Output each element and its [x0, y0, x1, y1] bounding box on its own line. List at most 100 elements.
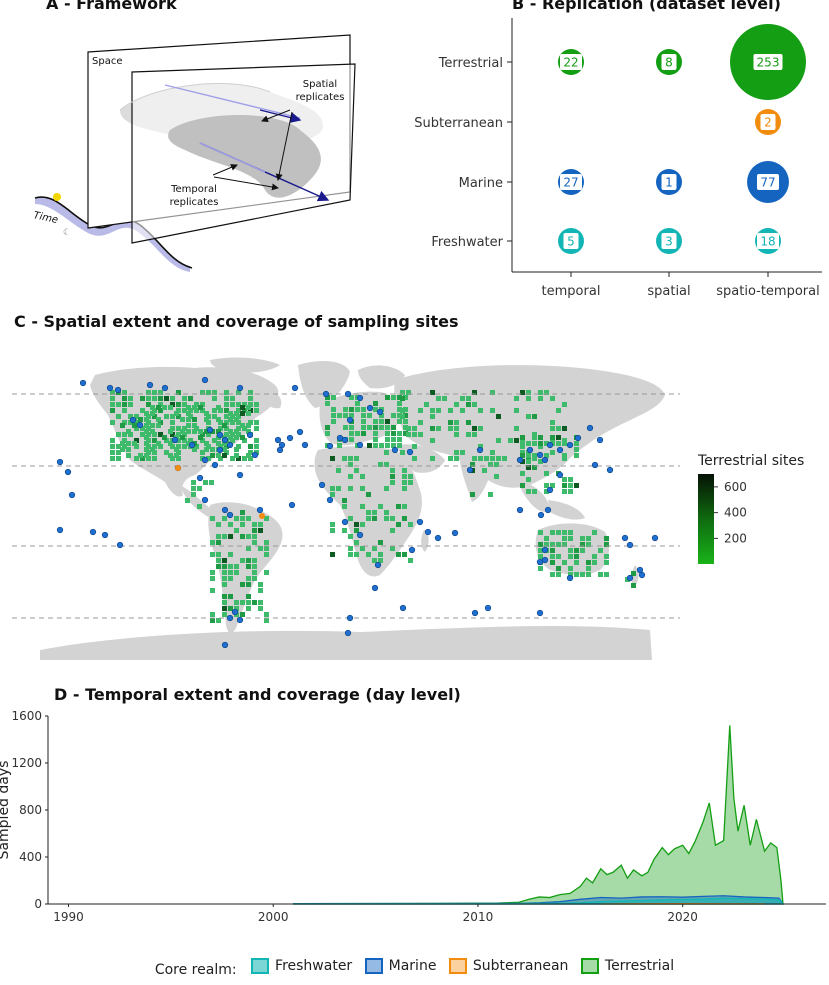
site-cell	[240, 612, 245, 617]
sampling-site-dot	[216, 431, 224, 439]
site-cell	[192, 429, 197, 434]
site-cell	[472, 432, 477, 437]
site-cell	[252, 534, 257, 539]
site-cell	[460, 396, 465, 401]
site-cell	[264, 618, 269, 623]
sampling-site-dot	[591, 461, 599, 469]
site-cell	[236, 420, 241, 425]
site-cell	[385, 431, 390, 436]
site-cell	[373, 419, 378, 424]
site-cell	[234, 435, 239, 440]
sampling-site-dot	[566, 574, 574, 582]
site-cell	[210, 540, 215, 545]
site-cell	[538, 444, 543, 449]
site-cell	[384, 510, 389, 515]
site-cell	[396, 504, 401, 509]
sampling-site-dot	[544, 506, 552, 514]
site-cell	[204, 417, 209, 422]
site-cell	[252, 522, 257, 527]
site-cell	[236, 390, 241, 395]
site-cell	[254, 402, 259, 407]
site-cell	[246, 582, 251, 587]
x-tick-label: temporal	[542, 284, 601, 299]
site-cell	[210, 588, 215, 593]
site-cell	[128, 420, 133, 425]
sampling-site-dot	[196, 474, 204, 482]
site-cell	[230, 456, 235, 461]
sampling-site-dot	[416, 518, 424, 526]
site-cell	[200, 450, 205, 455]
site-cell	[436, 396, 441, 401]
site-cell	[366, 552, 371, 557]
site-cell	[110, 390, 115, 395]
site-cell	[230, 438, 235, 443]
site-cell	[240, 600, 245, 605]
site-cell	[264, 570, 269, 575]
sampling-site-dot	[566, 441, 574, 449]
site-cell	[228, 606, 233, 611]
sampling-site-dot	[136, 421, 144, 429]
site-cell	[331, 413, 336, 418]
site-cell	[216, 552, 221, 557]
panel-c-title: C - Spatial extent and coverage of sampl…	[14, 312, 459, 331]
site-cell	[520, 390, 525, 395]
sampling-site-dot	[274, 436, 282, 444]
site-cell	[236, 414, 241, 419]
sampling-site-dot	[556, 446, 564, 454]
site-cell	[372, 510, 377, 515]
site-cell	[254, 438, 259, 443]
site-cell	[430, 426, 435, 431]
panel-d-title: D - Temporal extent and coverage (day le…	[54, 685, 461, 704]
site-cell	[348, 516, 353, 521]
bubble-value-label: 3	[665, 235, 673, 249]
site-cell	[361, 431, 366, 436]
site-cell	[174, 453, 179, 458]
sampling-site-dot	[79, 379, 87, 387]
site-cell	[203, 480, 208, 485]
site-cell	[550, 396, 555, 401]
site-cell	[490, 450, 495, 455]
x-tick-label: spatial	[647, 284, 690, 299]
site-cell	[144, 447, 149, 452]
site-cell	[198, 429, 203, 434]
sampling-site-dot	[344, 390, 352, 398]
site-cell	[355, 407, 360, 412]
site-cell	[240, 522, 245, 527]
site-cell	[592, 560, 597, 565]
site-cell	[373, 437, 378, 442]
site-cell	[122, 396, 127, 401]
site-cell	[360, 504, 365, 509]
site-cell	[331, 395, 336, 400]
site-cell	[568, 536, 573, 541]
site-cell	[258, 522, 263, 527]
site-cell	[550, 548, 555, 553]
site-cell	[391, 395, 396, 400]
site-cell	[146, 438, 151, 443]
site-cell	[348, 456, 353, 461]
x-tick-label: 2010	[463, 910, 494, 924]
sampling-site-dot	[336, 434, 344, 442]
site-cell	[252, 570, 257, 575]
site-cell	[391, 425, 396, 430]
site-cell	[574, 447, 579, 452]
site-cell	[520, 471, 525, 476]
site-cell	[472, 426, 477, 431]
bubble-value-label: 22	[563, 56, 578, 70]
site-cell	[252, 564, 257, 569]
temporal-area-chart: 0 400 800 1200 1600 1990 2000 2010 2020 Sampled …	[0, 709, 826, 924]
site-cell	[158, 402, 163, 407]
site-cell	[138, 417, 143, 422]
sampling-site-dot	[216, 446, 224, 454]
sampling-site-dot	[129, 416, 137, 424]
site-cell	[216, 522, 221, 527]
site-cell	[158, 420, 163, 425]
bubble-label-box	[563, 233, 579, 249]
site-cell	[212, 396, 217, 401]
site-cell	[538, 435, 543, 440]
site-cell	[248, 396, 253, 401]
site-cell	[598, 572, 603, 577]
sampling-site-dot	[374, 561, 382, 569]
site-cell	[236, 456, 241, 461]
site-cell	[170, 402, 175, 407]
sampling-site-dot	[356, 394, 364, 402]
